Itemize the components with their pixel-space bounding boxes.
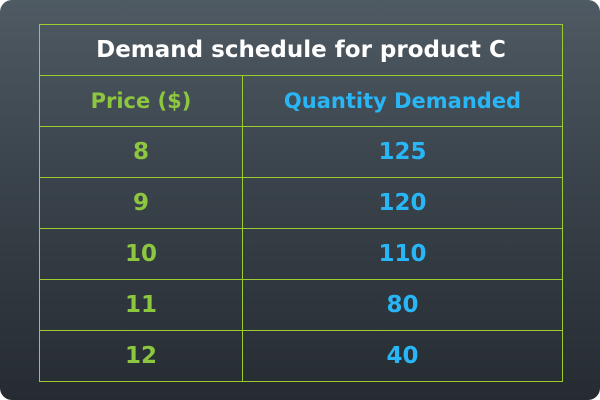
quantity-cell: 110	[242, 228, 563, 280]
price-cell: 12	[39, 330, 243, 382]
title-row: Demand schedule for product C	[39, 24, 563, 76]
quantity-cell: 40	[242, 330, 563, 382]
price-cell: 8	[39, 126, 243, 178]
header-row: Price ($) Quantity Demanded	[39, 75, 563, 127]
table-row: 12 40	[39, 330, 563, 382]
table-row: 9 120	[39, 177, 563, 229]
price-cell: 11	[39, 279, 243, 331]
table-row: 10 110	[39, 228, 563, 280]
price-column-header: Price ($)	[39, 75, 243, 127]
quantity-cell: 80	[242, 279, 563, 331]
quantity-column-header: Quantity Demanded	[242, 75, 563, 127]
table-row: 11 80	[39, 279, 563, 331]
table-title: Demand schedule for product C	[39, 24, 563, 76]
demand-schedule-table: Demand schedule for product C Price ($) …	[39, 24, 563, 382]
quantity-cell: 125	[242, 126, 563, 178]
price-cell: 9	[39, 177, 243, 229]
table-row: 8 125	[39, 126, 563, 178]
quantity-cell: 120	[242, 177, 563, 229]
price-cell: 10	[39, 228, 243, 280]
